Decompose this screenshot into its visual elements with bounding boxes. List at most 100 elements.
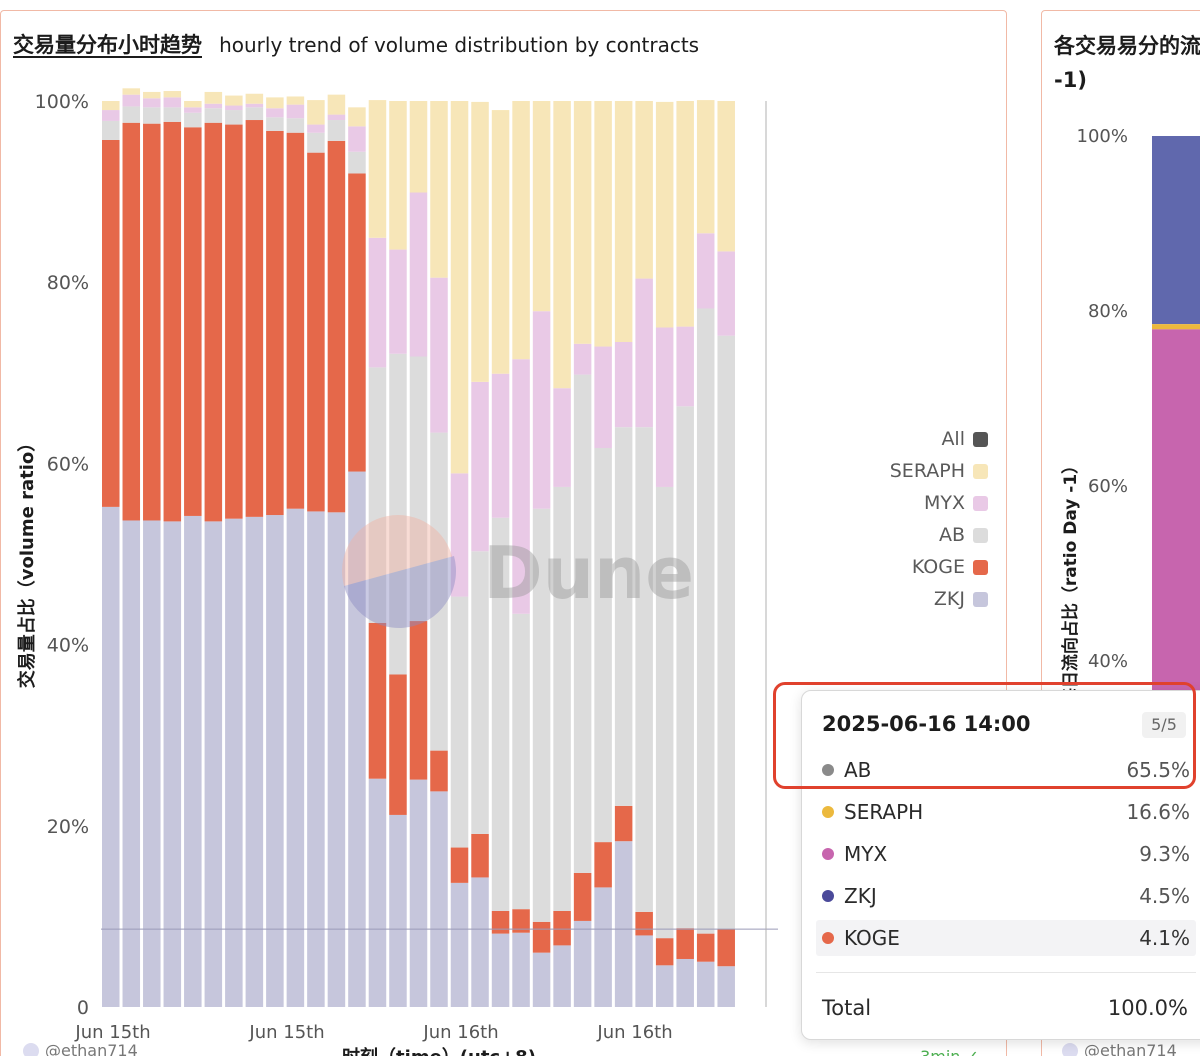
bar-segment-zkj[interactable]: [327, 512, 346, 1007]
bar-segment-ab[interactable]: [102, 120, 120, 140]
bar-segment-koge[interactable]: [204, 122, 223, 522]
bar-segment-ab[interactable]: [368, 367, 387, 623]
bar-segment-ab[interactable]: [327, 120, 346, 141]
bar-segment-myx[interactable]: [102, 110, 120, 121]
bar-segment-ab[interactable]: [491, 517, 510, 911]
bar-segment-koge[interactable]: [368, 622, 387, 779]
bar-segment-ab[interactable]: [635, 427, 653, 912]
bar-segment-seraph[interactable]: [163, 91, 182, 98]
bar-segment-zkj[interactable]: [676, 958, 694, 1007]
bar-segment-myx[interactable]: [163, 97, 182, 108]
bar-segment-myx[interactable]: [266, 108, 284, 118]
bar-segment-myx[interactable]: [594, 346, 612, 448]
bar-segment-zkj[interactable]: [286, 508, 305, 1007]
bar-segment-ab[interactable]: [430, 432, 448, 751]
bar-segment-zkj[interactable]: [409, 779, 428, 1007]
bar-segment-koge[interactable]: [348, 173, 366, 472]
bar-segment-ab[interactable]: [348, 151, 366, 174]
legend-item-myx[interactable]: MYX: [890, 487, 988, 519]
bar-segment-koge[interactable]: [594, 842, 612, 888]
bar-segment-seraph[interactable]: [122, 88, 141, 95]
bar-segment-ab[interactable]: [717, 335, 735, 930]
bar-segment-ab[interactable]: [122, 106, 141, 123]
bar-segment-zkj[interactable]: [491, 933, 510, 1007]
bar-segment-seraph[interactable]: [102, 101, 120, 111]
bar-segment-myx[interactable]: [368, 237, 387, 368]
bar-segment-ab[interactable]: [163, 107, 182, 122]
bar-segment-seraph[interactable]: [348, 107, 366, 127]
bar-segment-zkj[interactable]: [614, 841, 633, 1007]
bar-segment-myx[interactable]: [409, 192, 428, 357]
bar-segment-zkj[interactable]: [102, 506, 120, 1007]
bar-segment-zkj[interactable]: [266, 515, 284, 1007]
bar-segment-koge[interactable]: [471, 833, 489, 878]
bar-segment-ab[interactable]: [655, 486, 674, 939]
bar-segment-koge[interactable]: [717, 929, 735, 967]
bar-segment-zkj[interactable]: [532, 952, 551, 1007]
bar-segment-koge[interactable]: [184, 127, 202, 516]
bar-segment-koge[interactable]: [655, 938, 674, 966]
bar-segment-koge[interactable]: [532, 921, 551, 953]
bar-segment-seraph[interactable]: [327, 94, 346, 115]
bar-segment-koge[interactable]: [102, 139, 120, 507]
right-author-credit[interactable]: @ethan714: [1062, 1041, 1177, 1056]
right-bar-segment-zkj[interactable]: [1152, 136, 1200, 325]
bar-segment-myx[interactable]: [450, 473, 469, 597]
bar-segment-ab[interactable]: [143, 107, 161, 124]
bar-segment-seraph[interactable]: [471, 101, 489, 382]
bar-segment-myx[interactable]: [143, 98, 161, 108]
bar-segment-koge[interactable]: [491, 910, 510, 934]
bar-segment-myx[interactable]: [286, 104, 305, 119]
bar-segment-koge[interactable]: [245, 120, 264, 517]
bar-segment-myx[interactable]: [245, 103, 264, 108]
legend-item-all[interactable]: All: [890, 423, 988, 455]
bar-segment-ab[interactable]: [696, 308, 715, 934]
bar-segment-zkj[interactable]: [348, 471, 366, 1007]
bar-segment-koge[interactable]: [696, 933, 715, 962]
bar-segment-koge[interactable]: [512, 909, 530, 933]
bar-segment-ab[interactable]: [245, 107, 264, 121]
bar-segment-zkj[interactable]: [553, 945, 571, 1007]
bar-segment-koge[interactable]: [163, 121, 182, 522]
bar-segment-zkj[interactable]: [225, 518, 243, 1007]
bar-segment-ab[interactable]: [225, 110, 243, 125]
bar-segment-myx[interactable]: [204, 103, 223, 109]
bar-segment-zkj[interactable]: [245, 516, 264, 1007]
bar-segment-zkj[interactable]: [184, 515, 202, 1007]
bar-segment-myx[interactable]: [389, 249, 407, 354]
bar-segment-zkj[interactable]: [717, 966, 735, 1007]
bar-segment-seraph[interactable]: [696, 100, 715, 234]
bar-segment-myx[interactable]: [532, 311, 551, 509]
bar-segment-ab[interactable]: [594, 448, 612, 843]
bar-segment-seraph[interactable]: [430, 101, 448, 278]
bar-segment-koge[interactable]: [614, 805, 633, 842]
bar-segment-koge[interactable]: [266, 130, 284, 516]
bar-segment-ab[interactable]: [450, 596, 469, 848]
bar-segment-seraph[interactable]: [368, 100, 387, 238]
bar-segment-myx[interactable]: [717, 251, 735, 336]
bar-segment-zkj[interactable]: [512, 932, 530, 1007]
right-chart-title[interactable]: 各交易易分的流向 -1): [1054, 29, 1200, 97]
bar-segment-ab[interactable]: [266, 117, 284, 131]
right-bar-segment-seraph[interactable]: [1152, 324, 1200, 330]
bar-segment-zkj[interactable]: [430, 791, 448, 1007]
bar-segment-zkj[interactable]: [655, 965, 674, 1007]
bar-segment-zkj[interactable]: [696, 961, 715, 1007]
bar-segment-seraph[interactable]: [573, 101, 592, 344]
bar-segment-seraph[interactable]: [184, 101, 202, 108]
bar-segment-koge[interactable]: [573, 872, 592, 921]
bar-segment-ab[interactable]: [204, 108, 223, 123]
bar-segment-seraph[interactable]: [614, 101, 633, 342]
bar-segment-seraph[interactable]: [389, 101, 407, 250]
bar-segment-seraph[interactable]: [491, 110, 510, 374]
bar-segment-myx[interactable]: [655, 327, 674, 487]
bar-segment-seraph[interactable]: [676, 101, 694, 327]
chart-title[interactable]: 交易量分布小时趋势: [13, 33, 202, 57]
bar-segment-ab[interactable]: [409, 356, 428, 622]
bar-segment-koge[interactable]: [327, 140, 346, 513]
bar-segment-koge[interactable]: [143, 123, 161, 521]
bar-segment-myx[interactable]: [471, 381, 489, 552]
bar-segment-seraph[interactable]: [717, 101, 735, 252]
ellipsis-icon[interactable]: ⋯: [883, 1047, 899, 1056]
bar-segment-zkj[interactable]: [307, 511, 325, 1007]
